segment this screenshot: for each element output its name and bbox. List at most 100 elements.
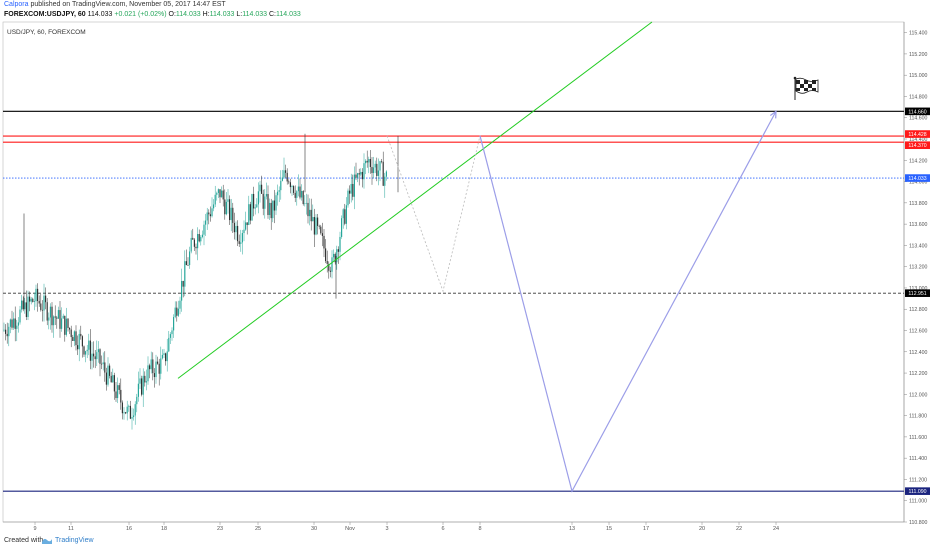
candle-body [123, 412, 125, 414]
candle-body [321, 233, 323, 236]
price-tick-label: 112.600 [909, 329, 927, 335]
candle-body [157, 361, 159, 364]
candle-body [369, 159, 371, 167]
candle-body [158, 363, 160, 374]
candle-body [8, 326, 10, 337]
candle-body [83, 346, 85, 355]
candle-body [385, 171, 387, 177]
candle-body [72, 337, 74, 341]
candle-body [225, 201, 227, 215]
candle-body [37, 288, 39, 301]
candle-body [190, 237, 192, 252]
candle-body [342, 209, 344, 219]
candle-body [374, 163, 376, 168]
chart-header: Calpora published on TradingView.com, No… [0, 0, 932, 22]
candle-body [363, 163, 365, 180]
candle-body [102, 362, 104, 365]
candle-body [248, 204, 250, 225]
candle-body [49, 306, 51, 318]
candle-body [318, 225, 320, 227]
candle-body [368, 159, 370, 163]
candle-body [222, 190, 224, 200]
candle-body [126, 406, 128, 414]
candle-body [254, 207, 256, 209]
candle-body [62, 315, 64, 319]
tradingview-link[interactable]: TradingView [55, 537, 94, 544]
candle-body [289, 182, 291, 188]
candle-body [246, 222, 248, 225]
candle-body [166, 351, 168, 362]
candle-body [75, 331, 77, 346]
candle-body [153, 373, 155, 378]
candle-body [262, 193, 264, 209]
candle-body [141, 378, 143, 395]
candle-body [315, 217, 317, 235]
candle-body [171, 330, 173, 335]
time-tick-label: 20 [699, 526, 705, 532]
low-label: L: [236, 11, 243, 18]
candle-body [182, 280, 184, 287]
candle-body [189, 251, 191, 266]
candle-body [286, 172, 288, 182]
candle-body [5, 329, 7, 334]
candle-body [136, 396, 138, 405]
candle-body [107, 365, 109, 385]
price-labels: 114.660 114.428 114.370 114.033 112.951 111.0… [905, 107, 930, 495]
price-label-text: 114.370 [908, 143, 926, 149]
candle-body [117, 385, 119, 399]
candle-body [57, 310, 59, 319]
price-tick-label: 114.400 [909, 137, 927, 143]
price-tick-label: 111.600 [909, 435, 927, 441]
candle-body [35, 288, 37, 302]
candle-body [16, 325, 18, 329]
horizontal-levels [3, 110, 904, 492]
candle-body [30, 298, 32, 302]
candle-body [312, 217, 314, 222]
author-link[interactable]: Calpora [4, 1, 29, 8]
candle-body [9, 319, 11, 327]
candle-body [297, 186, 299, 192]
close-label: C: [268, 11, 276, 18]
candle-body [56, 317, 58, 319]
candle-body [113, 375, 115, 392]
candle-body [365, 160, 367, 164]
publish-info: Calpora published on TradingView.com, No… [4, 1, 226, 8]
candle-body [69, 327, 71, 330]
time-tick-label: 17 [643, 526, 649, 532]
candle-body [109, 365, 111, 376]
time-tick-label: 8 [478, 526, 481, 532]
flag-icon [793, 76, 819, 100]
candle-body [147, 365, 149, 382]
price-tick-label: 112.800 [909, 307, 927, 313]
candle-body [237, 225, 239, 242]
time-tick-label: 22 [736, 526, 742, 532]
candle-body [155, 361, 157, 378]
candle-body [59, 310, 61, 329]
candle-body [233, 222, 235, 233]
projection-arrowhead [769, 110, 777, 119]
candle-body [99, 349, 101, 364]
candle-body [179, 300, 181, 309]
candle-body [152, 359, 154, 374]
candle-body [361, 171, 363, 180]
candle-body [201, 234, 203, 238]
trend-line [177, 21, 653, 379]
candle-body [176, 307, 178, 316]
candle-body [376, 163, 378, 176]
price-tick-label: 113.400 [909, 243, 927, 249]
time-tick-label: 23 [217, 526, 223, 532]
candle-body [32, 298, 34, 302]
time-tick-label: 3 [385, 526, 388, 532]
price-tick-label: 114.800 [909, 94, 927, 100]
candle-body [13, 318, 15, 328]
footer: Created with TradingView [0, 534, 932, 550]
candle-body [3, 329, 5, 331]
time-tick-label: 25 [255, 526, 261, 532]
candle-body [313, 217, 315, 235]
created-with-text: Created with [4, 537, 44, 544]
low-value: 114.033 [242, 11, 268, 18]
high-label: H: [202, 11, 210, 18]
symbol-label: FOREXCOM:USDJPY, 60 [4, 11, 86, 18]
candle-body [240, 242, 242, 244]
